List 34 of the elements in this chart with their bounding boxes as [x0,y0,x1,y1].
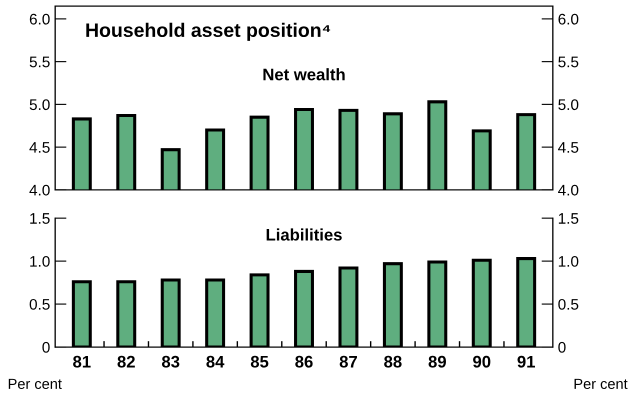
text: Per cent [8,378,62,389]
y-tick-label: 1.5 [30,213,50,224]
y2-tick-label: 6.0 [558,14,578,25]
y-tick-label: 5.0 [30,99,50,110]
x-tick-label: 81 [73,356,91,368]
text: Per cent [574,378,628,389]
chart-title: Liabilities [266,228,342,241]
x-tick-label: 90 [473,356,490,368]
x-tick-label: 83 [162,356,180,368]
y-tick-label: 4.5 [29,142,50,153]
y-tick-label: 4.0 [29,184,50,196]
x-tick-label: 89 [428,356,446,368]
y-tick-label: 1.0 [30,256,50,267]
x-tick-label: 82 [118,356,135,368]
text: Household asset position⁴ [86,22,330,41]
y2-tick-label: 4.5 [558,142,578,153]
y-tick-label: 0.5 [30,298,50,310]
x-tick-label: 85 [250,356,268,368]
y-tick-label: 0 [42,342,50,353]
y2-tick-label: 1.5 [558,213,578,224]
x-tick-label: 91 [517,356,535,368]
y-tick-label: 5.5 [30,56,50,68]
y2-tick-label: 0.5 [558,298,578,310]
x-tick-label: 86 [295,356,313,368]
y2-tick-label: 1.0 [558,256,578,267]
x-tick-label: 84 [206,356,224,368]
text: Net wealth [263,68,345,80]
x-tick-label: 88 [384,356,402,368]
y2-tick-label: 5.5 [558,56,578,68]
y2-tick-label: 5.0 [558,99,578,110]
y2-tick-label: 4.0 [558,184,578,196]
x-tick-label: 87 [340,356,357,368]
y2-tick-label: 0 [558,342,566,353]
y-tick-label: 6.0 [30,14,50,25]
